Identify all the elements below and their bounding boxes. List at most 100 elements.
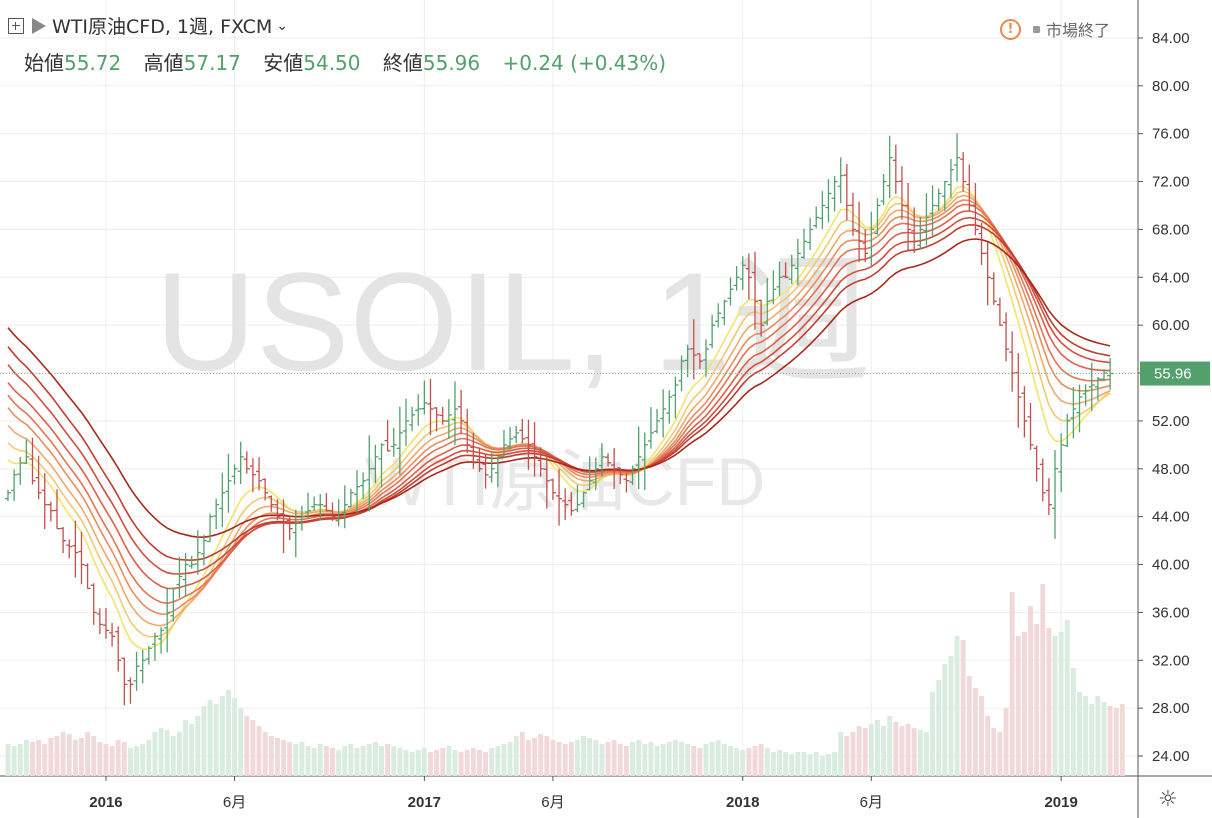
volume-bar bbox=[11, 746, 17, 776]
volume-bar bbox=[391, 746, 397, 776]
volume-bar bbox=[409, 752, 415, 776]
volume-bar bbox=[844, 736, 850, 776]
volume-bar bbox=[262, 732, 268, 776]
volume-bar bbox=[207, 700, 213, 776]
settings-gear-icon[interactable]: ☼ bbox=[1158, 787, 1178, 812]
volume-bar bbox=[1064, 620, 1070, 776]
ohlc-bar bbox=[121, 657, 128, 706]
warning-icon[interactable]: ! bbox=[1000, 18, 1021, 40]
volume-bar bbox=[525, 740, 531, 776]
volume-bar bbox=[538, 734, 544, 776]
ohlc-bar bbox=[996, 297, 1003, 326]
ohlc-bar bbox=[1082, 384, 1089, 406]
volume-bar bbox=[544, 736, 550, 776]
volume-bar bbox=[121, 742, 127, 776]
ohlc-bar bbox=[513, 425, 520, 443]
ohlc-bar bbox=[237, 441, 244, 484]
volume-bar bbox=[721, 744, 727, 776]
symbol-title-row[interactable]: WTI原油CFD, 1週, FXCM ⌄ bbox=[8, 12, 288, 39]
volume-bar bbox=[1107, 706, 1113, 776]
ohlc-bar bbox=[647, 407, 654, 449]
last-price-tag-label: 55.96 bbox=[1154, 366, 1192, 383]
symbol-title[interactable]: WTI原油CFD, 1週, FXCM bbox=[52, 16, 273, 38]
volume-bar bbox=[636, 740, 642, 776]
flag-icon[interactable] bbox=[32, 17, 46, 34]
volume-bar bbox=[415, 750, 421, 776]
volume-bar bbox=[556, 742, 562, 776]
ohlc-bar bbox=[966, 164, 973, 212]
ohlc-bar bbox=[402, 398, 409, 447]
close-value: 55.96 bbox=[422, 51, 481, 75]
market-status[interactable]: ! 市場終了 bbox=[1000, 17, 1110, 41]
ohlc-bar bbox=[727, 277, 734, 306]
volume-bar bbox=[268, 736, 274, 776]
ohlc-bar bbox=[1027, 403, 1034, 450]
volume-bar bbox=[813, 752, 819, 776]
volume-bar bbox=[54, 736, 60, 776]
ohlc-bar bbox=[733, 265, 740, 291]
time-tick-label: 6月 bbox=[860, 794, 883, 811]
close-label: 終値 bbox=[382, 51, 423, 75]
volume-bar bbox=[311, 748, 317, 776]
ohlc-bar bbox=[886, 135, 893, 198]
ohlc-bar bbox=[507, 427, 514, 450]
ohlc-bar bbox=[641, 432, 648, 491]
volume-bar bbox=[899, 726, 905, 776]
ohlc-bar bbox=[623, 472, 630, 493]
ohlc-bar bbox=[721, 299, 728, 326]
volume-bar bbox=[225, 690, 231, 776]
ohlc-bar bbox=[256, 457, 263, 491]
expand-icon[interactable] bbox=[8, 17, 24, 34]
price-axis[interactable]: 84.0080.0076.0072.0068.0064.0060.0056.00… bbox=[1138, 30, 1190, 765]
volume-bar bbox=[605, 742, 611, 776]
ohlc-bar bbox=[317, 493, 324, 521]
volume-bar bbox=[1034, 624, 1040, 776]
volume-bar bbox=[1040, 584, 1046, 776]
volume-bar bbox=[1089, 704, 1095, 776]
volume-bar bbox=[219, 696, 225, 776]
volume-bar bbox=[819, 756, 825, 776]
volume-bar bbox=[1119, 704, 1125, 776]
volume-bar bbox=[140, 744, 146, 776]
volume-bar bbox=[323, 746, 329, 776]
volume-bar bbox=[660, 744, 666, 776]
volume-bar bbox=[709, 742, 715, 776]
ohlc-bar bbox=[360, 472, 367, 499]
volume-bar bbox=[1083, 696, 1089, 776]
volume-bar bbox=[421, 748, 427, 776]
price-tick-label: 28.00 bbox=[1152, 700, 1190, 717]
ohlc-bar bbox=[537, 447, 544, 477]
volume-bar bbox=[838, 732, 844, 776]
volume-bar bbox=[666, 742, 672, 776]
volume-bar bbox=[189, 724, 195, 776]
volume-bar bbox=[495, 746, 501, 776]
volume-bar bbox=[458, 752, 464, 776]
volume-bar bbox=[146, 740, 152, 776]
ohlc-bar bbox=[905, 182, 912, 251]
ohlc-bar bbox=[66, 539, 73, 559]
volume-bar bbox=[795, 752, 801, 776]
ema-line bbox=[7, 238, 1111, 539]
volume-bar bbox=[617, 744, 623, 776]
volume-bar bbox=[985, 716, 991, 776]
volume-bar bbox=[1070, 668, 1076, 776]
ohlc-bar bbox=[439, 406, 446, 425]
volume-bar bbox=[685, 744, 691, 776]
ohlc-bar bbox=[243, 451, 250, 474]
ohlc-bar bbox=[923, 193, 930, 246]
price-tick-label: 72.00 bbox=[1152, 174, 1190, 191]
volume-bar bbox=[562, 744, 568, 776]
price-tick-label: 84.00 bbox=[1152, 30, 1190, 47]
ohlc-bar bbox=[464, 408, 471, 454]
plot-background bbox=[0, 0, 1138, 776]
time-axis[interactable]: 2016 6月 2017 6月 2018 6月 2019 bbox=[89, 776, 1078, 811]
chevron-down-icon[interactable]: ⌄ bbox=[276, 17, 289, 34]
volume-bar bbox=[1101, 702, 1107, 776]
high-label: 高値 bbox=[143, 51, 184, 75]
ohlc-bar bbox=[96, 608, 103, 635]
price-tick-label: 24.00 bbox=[1152, 748, 1190, 765]
ohlc-bar bbox=[715, 303, 722, 328]
volume-bar bbox=[807, 754, 813, 776]
ohlc-bar bbox=[1058, 433, 1065, 493]
